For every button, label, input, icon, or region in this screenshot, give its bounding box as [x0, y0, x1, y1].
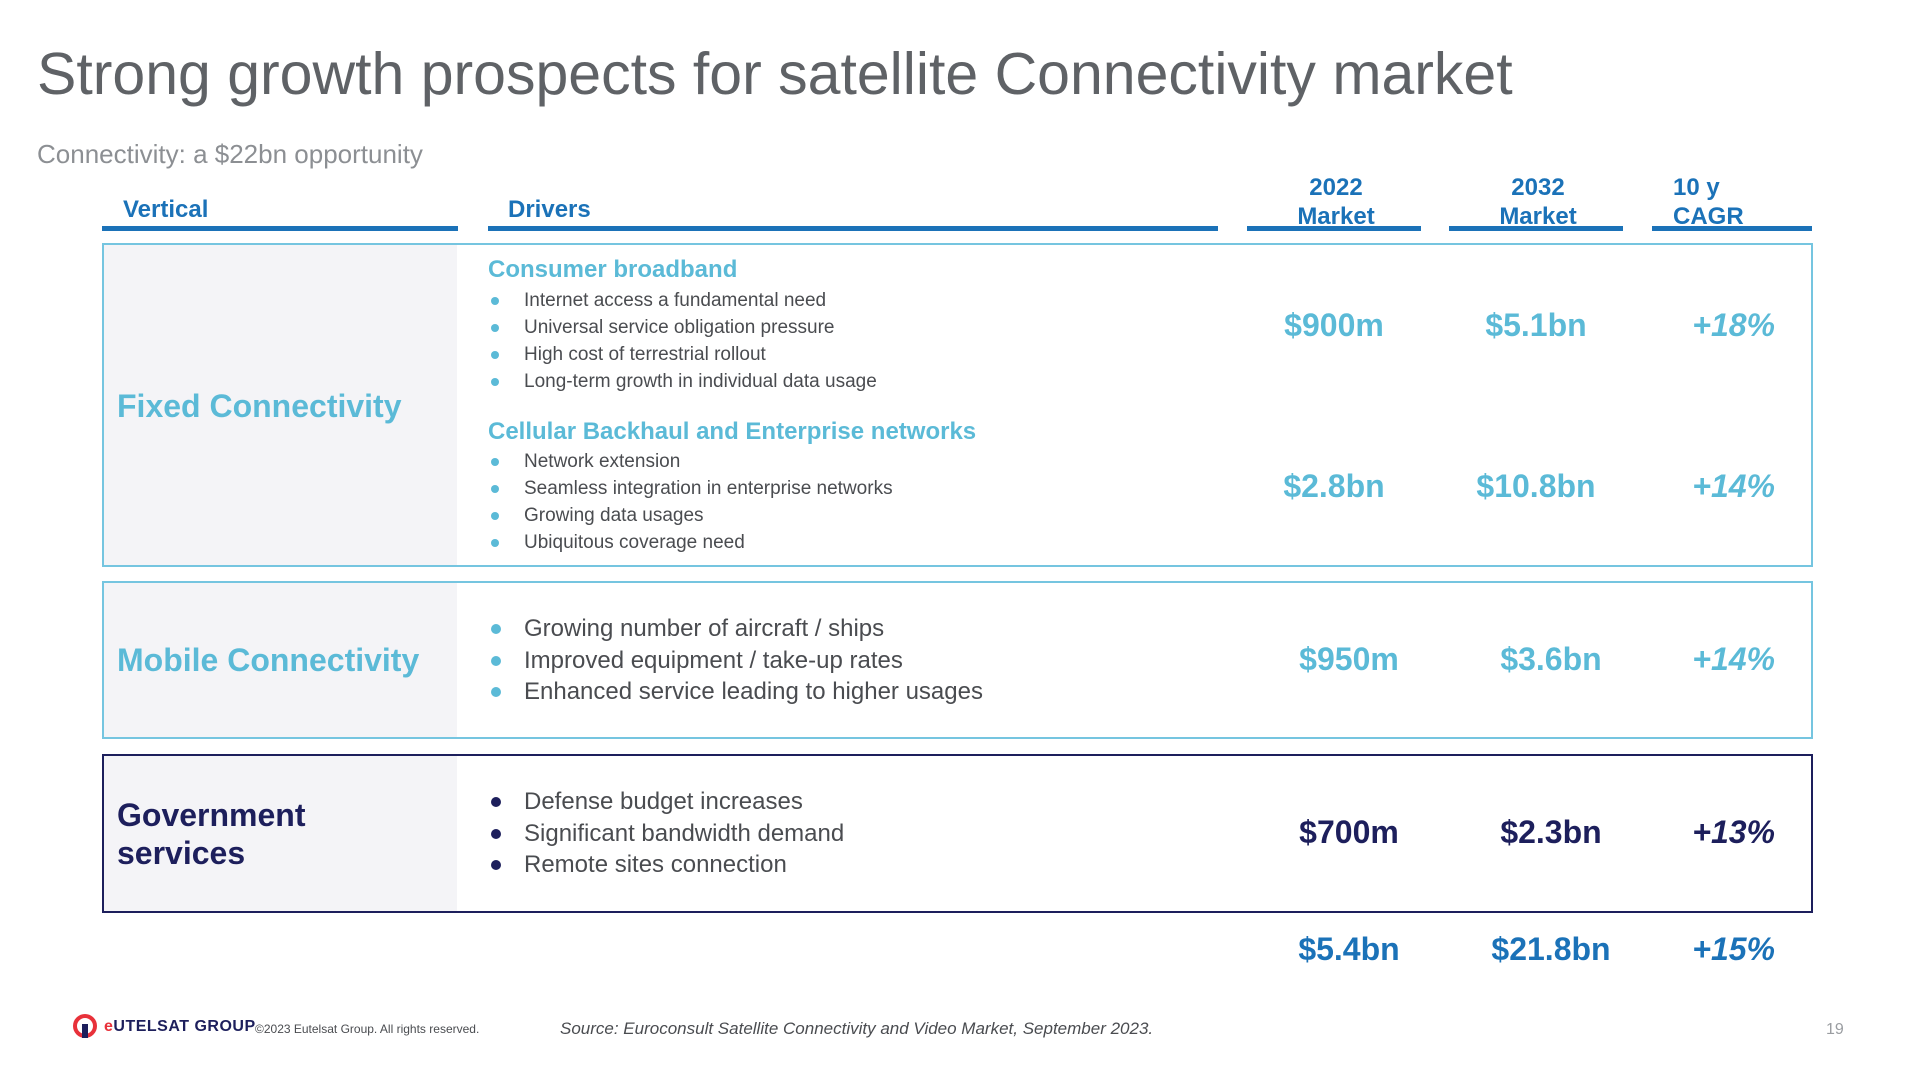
- list-item: Seamless integration in enterprise netwo…: [488, 475, 893, 502]
- value-2022-government: $700m: [1299, 814, 1399, 850]
- value-2032-cellular: $10.8bn: [1476, 468, 1596, 504]
- page-subtitle: Connectivity: a $22bn opportunity: [37, 139, 423, 169]
- vertical-label-fixed: Fixed Connectivity: [117, 388, 402, 424]
- value-cagr-mobile: +14%: [1692, 641, 1775, 677]
- source-note: Source: Euroconsult Satellite Connectivi…: [560, 1019, 1154, 1038]
- row-fixed-connectivity: [102, 243, 1813, 567]
- total-2022: $5.4bn: [1298, 931, 1400, 967]
- list-item: High cost of terrestrial rollout: [488, 341, 877, 368]
- list-item: Growing data usages: [488, 502, 893, 529]
- header-10y-cagr: 10 y CAGR: [1673, 174, 1744, 230]
- driver-list-mobile: Growing number of aircraft / ships Impro…: [488, 613, 983, 708]
- header-rule-cagr: [1652, 226, 1812, 231]
- list-item: Internet access a fundamental need: [488, 287, 877, 314]
- driver-list-consumer: Internet access a fundamental need Unive…: [488, 287, 877, 395]
- total-cagr: +15%: [1692, 931, 1775, 967]
- list-item: Improved equipment / take-up rates: [488, 645, 983, 677]
- header-2022-market: 2022 Market: [1297, 174, 1375, 230]
- value-2022-mobile: $950m: [1299, 641, 1399, 677]
- value-2022-cellular: $2.8bn: [1283, 468, 1385, 504]
- header-rule-2032: [1449, 226, 1623, 231]
- vertical-label-government: Government services: [117, 797, 306, 871]
- row-mobile-connectivity: [102, 581, 1813, 739]
- header-rule-2022: [1247, 226, 1421, 231]
- list-item: Universal service obligation pressure: [488, 314, 877, 341]
- header-rule-drivers: [488, 226, 1218, 231]
- list-item: Enhanced service leading to higher usage…: [488, 676, 983, 708]
- eutelsat-logo-icon: [73, 1014, 97, 1038]
- page-number: 19: [1826, 1021, 1844, 1038]
- value-2032-government: $2.3bn: [1500, 814, 1602, 850]
- vertical-label-mobile: Mobile Connectivity: [117, 642, 420, 678]
- value-2022-consumer: $900m: [1284, 307, 1384, 343]
- vertical-cell-government: [104, 756, 457, 911]
- list-item: Growing number of aircraft / ships: [488, 613, 983, 645]
- driver-list-government: Defense budget increases Significant ban…: [488, 786, 844, 881]
- list-item: Ubiquitous coverage need: [488, 529, 893, 556]
- header-vertical: Vertical: [123, 196, 209, 223]
- header-drivers: Drivers: [508, 196, 591, 223]
- list-item: Network extension: [488, 448, 893, 475]
- list-item: Defense budget increases: [488, 786, 844, 818]
- list-item: Long-term growth in individual data usag…: [488, 368, 877, 395]
- value-cagr-cellular: +14%: [1692, 468, 1775, 504]
- copyright-text: ©2023 Eutelsat Group. All rights reserve…: [255, 1022, 480, 1036]
- driver-list-cellular: Network extension Seamless integration i…: [488, 448, 893, 556]
- value-2032-mobile: $3.6bn: [1500, 641, 1602, 677]
- driver-heading-cellular: Cellular Backhaul and Enterprise network…: [488, 418, 977, 445]
- list-item: Significant bandwidth demand: [488, 818, 844, 850]
- page-title: Strong growth prospects for satellite Co…: [37, 41, 1513, 107]
- value-cagr-consumer: +18%: [1692, 307, 1775, 343]
- value-cagr-government: +13%: [1692, 814, 1775, 850]
- list-item: Remote sites connection: [488, 849, 844, 881]
- header-2032-market: 2032 Market: [1499, 174, 1577, 230]
- header-rule-vertical: [102, 226, 458, 231]
- driver-heading-consumer: Consumer broadband: [488, 256, 738, 283]
- vertical-cell-fixed: [104, 245, 457, 565]
- vertical-cell-mobile: [104, 583, 457, 737]
- row-government-services: [102, 754, 1813, 913]
- brand-logo: eUTELSAT GROUP: [72, 1014, 256, 1040]
- value-2032-consumer: $5.1bn: [1485, 307, 1587, 343]
- total-2032: $21.8bn: [1491, 931, 1611, 967]
